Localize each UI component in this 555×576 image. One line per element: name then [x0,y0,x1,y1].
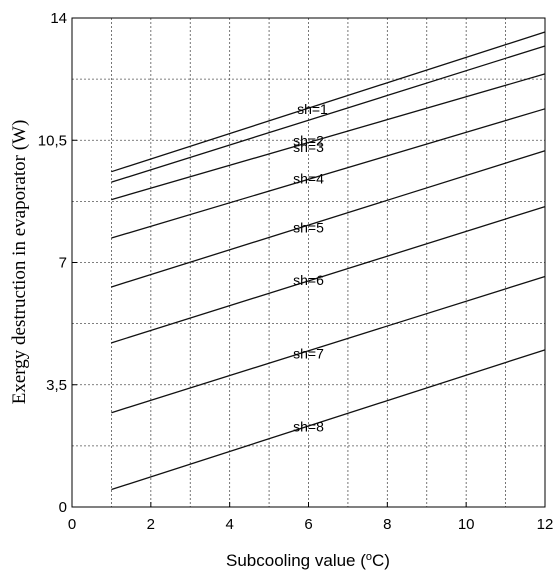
series-line-sh-3 [111,73,546,201]
series-lines: sh=1sh=2sh=3sh=4sh=5sh=6sh=7sh=8 [111,31,546,491]
series-label-sh-3: sh=3 [293,139,324,155]
series-label-sh-8: sh=8 [293,419,324,435]
y-tick-label-0: 0 [59,499,67,516]
series-line-sh-5 [111,150,546,288]
series-line-sh-4 [111,108,546,239]
x-tick-label-1: 2 [147,516,155,533]
x-tick-label-0: 0 [68,516,76,533]
x-tick-label-5: 10 [458,516,475,533]
y-axis-label: Exergy destruction in evaporator (W) [9,120,30,405]
tick-labels: 0 2 4 6 8 10 12 0 3,5 7 10,5 14 [38,10,554,533]
grid-layer [72,18,545,507]
y-tick-label-3: 10,5 [38,132,67,149]
x-tick-label-6: 12 [537,516,554,533]
series-label-sh-6: sh=6 [293,272,324,288]
y-tick-label-2: 7 [59,255,67,272]
series-label-sh-7: sh=7 [293,345,324,361]
x-tick-label-4: 8 [383,516,391,533]
series-label-sh-1: sh=1 [297,101,328,117]
y-tick-label-1: 3,5 [46,377,67,394]
series-line-sh-1 [111,31,546,173]
x-tick-label-3: 6 [304,516,312,533]
x-tick-label-2: 4 [225,516,233,533]
x-axis-label: Subcooling value (oC) [226,551,390,570]
series-label-sh-5: sh=5 [293,220,324,236]
series-label-sh-4: sh=4 [293,171,324,187]
y-tick-label-4: 14 [50,10,67,27]
series-line-sh-2 [111,45,546,183]
series-line-sh-7 [111,275,546,414]
series-line-sh-6 [111,205,546,344]
series-line-sh-8 [111,349,546,491]
